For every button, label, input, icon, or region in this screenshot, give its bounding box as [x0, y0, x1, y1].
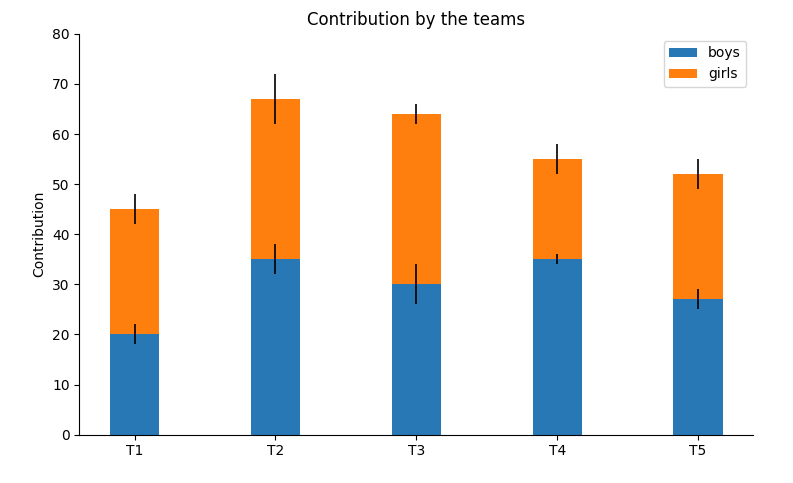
Bar	[251, 259, 300, 435]
Bar	[110, 334, 159, 435]
Bar	[533, 259, 582, 435]
Title: Contribution by the teams: Contribution by the teams	[307, 12, 526, 29]
Legend: boys, girls: boys, girls	[664, 41, 746, 87]
Bar	[673, 174, 722, 299]
Bar	[392, 284, 441, 435]
Bar	[110, 209, 159, 334]
Bar	[673, 299, 722, 435]
Y-axis label: Contribution: Contribution	[33, 191, 47, 277]
Bar	[533, 159, 582, 259]
Bar	[251, 99, 300, 259]
Bar	[392, 114, 441, 284]
